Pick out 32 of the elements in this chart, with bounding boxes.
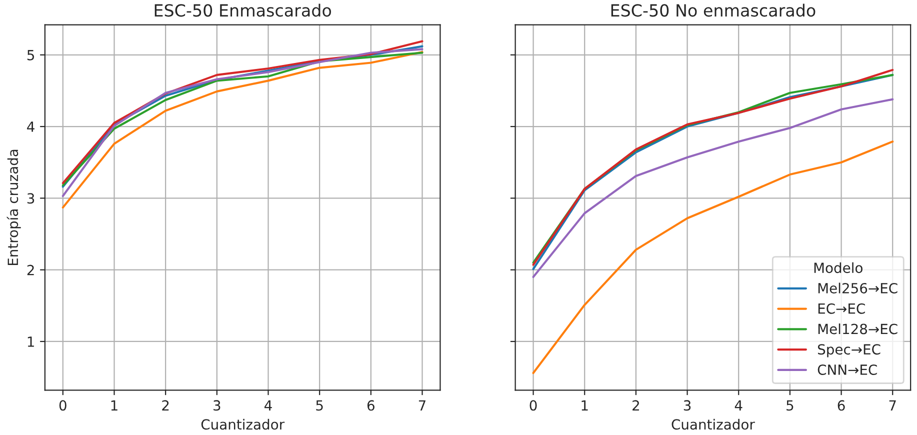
x-tick-label: 3 (684, 400, 691, 411)
y-tick-label: 4 (27, 122, 34, 132)
x-tick-label: 2 (632, 400, 639, 410)
y-tick-label: 5 (27, 50, 34, 60)
x-tick-label: 7 (418, 400, 426, 410)
x-tick-label: 6 (367, 400, 374, 411)
x-tick-label: 0 (59, 400, 66, 411)
y-axis-title: Entropía cruzada (6, 150, 21, 266)
chart-title: ESC-50 Enmascarado (154, 4, 332, 17)
x-axis-title: Cuantizador (201, 418, 285, 430)
x-tick-label: 6 (838, 400, 845, 411)
x-tick-label: 5 (786, 400, 794, 411)
x-tick-label: 7 (889, 400, 896, 410)
y-tick-label: 3 (27, 193, 34, 204)
y-tick-label: 1 (28, 336, 34, 347)
chart-title: ESC-50 No enmascarado (611, 4, 816, 17)
x-tick-label: 1 (582, 400, 588, 410)
x-tick-label: 0 (530, 400, 537, 411)
legend-label: EC→EC (818, 303, 865, 314)
x-axis-title: Cuantizador (672, 418, 755, 430)
x-tick-label: 2 (162, 400, 169, 410)
legend-label: CNN→EC (818, 364, 877, 376)
y-tick-label: 2 (27, 264, 34, 276)
x-tick-label: 3 (214, 400, 220, 411)
legend-title: Modelo (814, 262, 862, 274)
legend-label: Spec→EC (818, 344, 880, 358)
x-tick-label: 4 (734, 400, 742, 410)
x-tick-label: 4 (264, 400, 272, 410)
legend-label: Mel256→EC (818, 282, 898, 294)
x-tick-label: 1 (111, 400, 118, 410)
x-tick-label: 5 (316, 400, 323, 411)
legend-label: Mel128→EC (818, 323, 898, 334)
